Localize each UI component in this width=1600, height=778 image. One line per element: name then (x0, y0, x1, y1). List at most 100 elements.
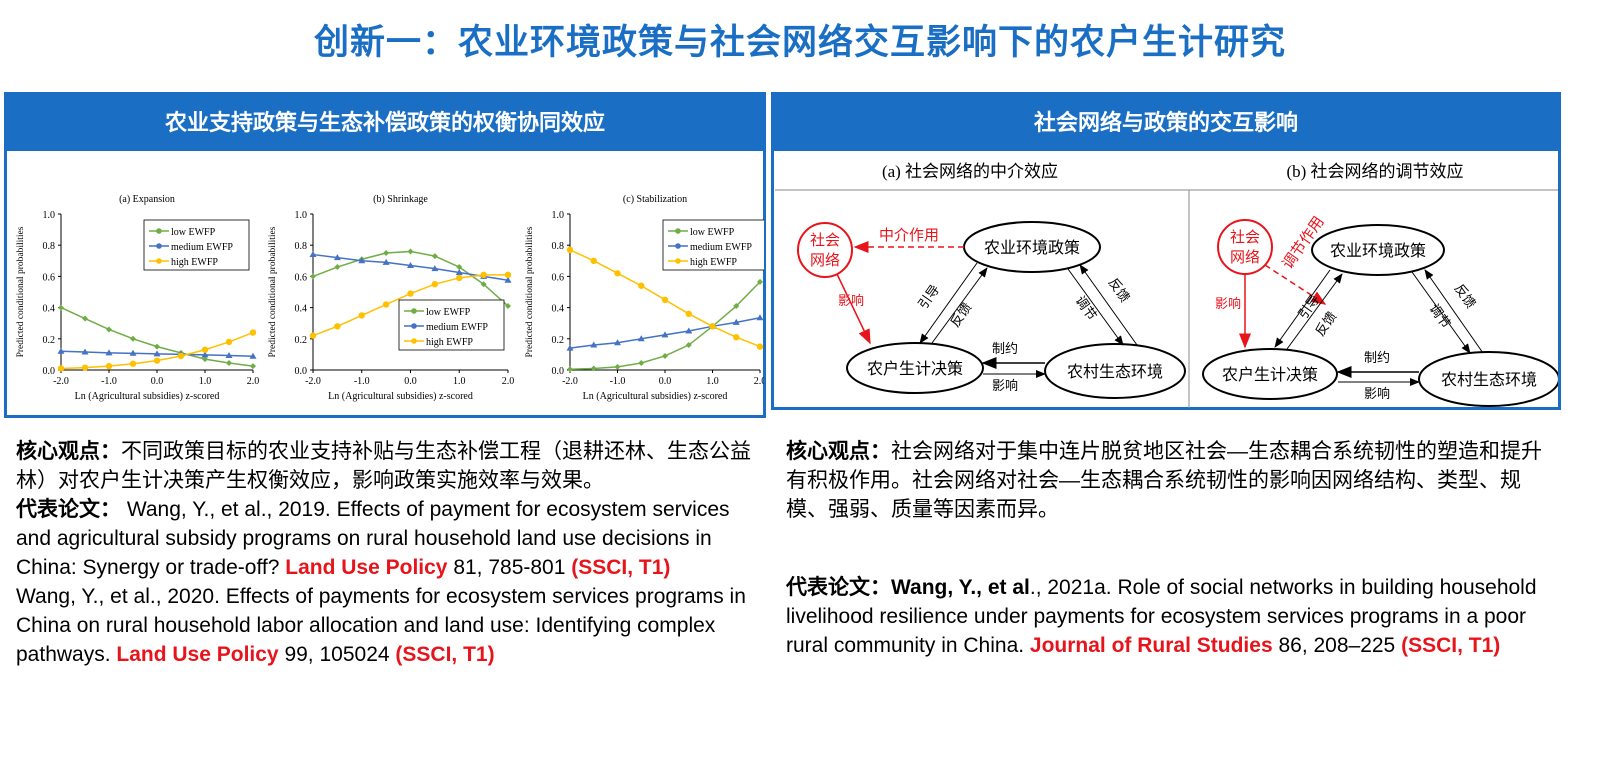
legend-marker (675, 243, 681, 249)
x-tick-label: 0.0 (151, 376, 164, 387)
paper-volume: 99, 105024 (278, 643, 396, 666)
core-text: 不同政策目标的农业支持补贴与生态补偿工程（退耕还林、生态公益林）对农户生计决策产… (16, 440, 751, 492)
data-point (504, 276, 512, 283)
data-point (431, 281, 439, 288)
data-point (153, 357, 161, 364)
social-network-node (797, 222, 853, 278)
data-point (480, 281, 487, 288)
index-tag: (SSCI, T1) (395, 643, 495, 666)
arrow-label: 引导 (915, 282, 942, 312)
feedback-arrow (1424, 269, 1484, 354)
chart-3: (c) Stabilization 0.0 0.2 0.4 0.6 0.8 1.0 -2.0 -… (525, 194, 764, 402)
data-point (249, 329, 257, 336)
data-point (685, 342, 692, 349)
data-point (358, 312, 365, 319)
data-point (407, 248, 414, 255)
data-point (201, 346, 209, 353)
data-point (249, 352, 257, 359)
data-point (661, 296, 669, 303)
y-tick-label: 0.4 (43, 304, 56, 315)
data-point (81, 364, 89, 371)
data-point (334, 323, 341, 330)
legend-marker (156, 228, 162, 234)
x-tick-label: -2.0 (562, 376, 578, 387)
diagram-b-caption: (b) 社会网络的调节效应 (1286, 162, 1463, 181)
paper-volume: 81, 785-801 (447, 556, 572, 579)
data-point (57, 365, 65, 372)
left-panel-header: 农业支持政策与生态补偿政策的权衡协同效应 (7, 95, 763, 151)
data-point (637, 335, 645, 342)
data-point (590, 365, 597, 372)
y-tick-label: 0.8 (552, 241, 565, 252)
arrow-label: 影响 (1364, 386, 1390, 401)
data-point (105, 362, 113, 370)
data-point (202, 356, 208, 363)
data-point (383, 250, 390, 256)
data-point (756, 343, 764, 350)
data-point (225, 351, 233, 358)
data-point (567, 366, 573, 373)
data-point (757, 278, 763, 285)
core-text: 社会网络对于集中连片脱贫地区社会—生态耦合系统韧性的塑造和提升有积极作用。社会网… (786, 440, 1542, 521)
chart-1: (a) Expansion 0.0 0.2 0.4 0.6 0.8 1.0 -2.0 -1.0 0… (16, 194, 259, 402)
x-tick-label: 2.0 (754, 376, 764, 387)
data-point (407, 290, 414, 297)
y-axis-label: Predicted conditional probabilities (525, 226, 535, 357)
data-point (309, 332, 317, 339)
data-point (177, 352, 185, 360)
policy-node (1311, 224, 1445, 276)
paper-label: 代表论文： (786, 576, 891, 599)
x-tick-label: 2.0 (247, 376, 260, 387)
data-point (309, 251, 317, 258)
x-tick-label: -2.0 (305, 376, 321, 387)
legend-label: low EWFP (690, 227, 735, 238)
y-tick-label: 0.6 (552, 272, 565, 283)
arrow-label: 影响 (838, 293, 864, 308)
paper-citation: Wang, Y., et al., 2020. Effects of payme… (16, 585, 746, 666)
node-label: 网络 (810, 252, 840, 269)
x-tick-label: 2.0 (502, 376, 515, 387)
arrow-label: 制约 (1364, 350, 1390, 365)
arrow-label: 反馈 (947, 300, 974, 330)
index-tag: (SSCI, T1) (1401, 634, 1501, 657)
data-point (153, 350, 161, 357)
legend-label: low EWFP (171, 227, 216, 238)
data-point (431, 253, 438, 260)
series-line-low-ewfp (60, 306, 254, 367)
arrow-label: 反馈 (1106, 275, 1133, 305)
x-axis-label: Ln (Agricultural subsidies) z-scored (328, 391, 473, 402)
data-point (566, 344, 574, 351)
y-tick-label: 0.0 (552, 366, 565, 377)
y-axis-label: Predicted conditional probabilities (268, 226, 278, 357)
data-point (154, 343, 160, 350)
diagram-a: (a) 社会网络的中介效应 社会 网络 农业环境政策 农户生计决策 农村生态环境… (797, 162, 1186, 399)
arrow-label: 反馈 (1312, 309, 1339, 339)
data-point (407, 261, 414, 268)
guide-arrow (1274, 269, 1331, 348)
x-tick-label: 0.0 (404, 376, 417, 387)
node-label: 网络 (1230, 249, 1260, 266)
data-point (662, 352, 668, 359)
data-point (685, 327, 693, 334)
diagram-a-caption: (a) 社会网络的中介效应 (882, 162, 1058, 181)
data-point (614, 270, 621, 277)
legend-label: high EWFP (690, 257, 737, 268)
y-tick-label: 0.2 (295, 335, 308, 346)
arrow-label: 调节 (1073, 293, 1100, 323)
chart-legend: low EWFP medium EWFP high EWFP (143, 219, 250, 271)
data-point (455, 269, 463, 275)
data-point (709, 323, 716, 330)
data-point (733, 334, 740, 341)
chart-legend: low EWFP medium EWFP high EWFP (398, 299, 505, 351)
legend-marker (411, 323, 417, 329)
node-label: 农业环境政策 (1330, 241, 1426, 260)
x-axis-label: Ln (Agricultural subsidies) z-scored (75, 391, 220, 402)
legend-label: medium EWFP (171, 242, 233, 253)
data-point (614, 339, 621, 346)
regulate-arrow (1067, 268, 1124, 346)
data-point (58, 304, 64, 311)
legend-label: medium EWFP (690, 242, 752, 253)
data-point (129, 360, 137, 367)
data-point (250, 363, 256, 370)
right-description: 核心观点：社会网络对于集中连片脱贫地区社会—生态耦合系统韧性的塑造和提升有积极作… (786, 437, 1551, 660)
